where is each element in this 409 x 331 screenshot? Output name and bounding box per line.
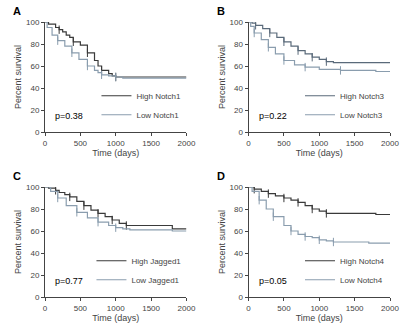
svg-text:2000: 2000 [381, 139, 399, 148]
svg-text:100: 100 [230, 183, 244, 192]
svg-text:20: 20 [234, 106, 243, 115]
svg-text:0: 0 [43, 304, 48, 313]
svg-text:500: 500 [74, 304, 88, 313]
svg-text:Percent survival: Percent survival [217, 210, 227, 274]
svg-text:40: 40 [30, 84, 39, 93]
svg-text:High Notch1: High Notch1 [136, 92, 181, 101]
svg-text:Time (days): Time (days) [92, 313, 139, 323]
svg-text:Low Notch4: Low Notch4 [340, 276, 383, 285]
svg-text:100: 100 [26, 183, 40, 192]
svg-text:Time (days): Time (days) [296, 313, 343, 323]
svg-text:Percent survival: Percent survival [217, 45, 227, 109]
svg-text:Low Jagged1: Low Jagged1 [131, 276, 179, 285]
svg-text:Time (days): Time (days) [92, 148, 139, 158]
svg-text:1500: 1500 [346, 139, 364, 148]
svg-text:0: 0 [35, 293, 40, 302]
svg-text:80: 80 [30, 205, 39, 214]
svg-text:1000: 1000 [107, 304, 125, 313]
svg-text:40: 40 [234, 249, 243, 258]
svg-text:20: 20 [30, 271, 39, 280]
svg-text:20: 20 [30, 106, 39, 115]
svg-text:2000: 2000 [178, 304, 196, 313]
svg-text:80: 80 [234, 40, 243, 49]
svg-text:500: 500 [277, 139, 291, 148]
svg-text:Low Notch1: Low Notch1 [136, 111, 179, 120]
svg-text:p=0.38: p=0.38 [55, 111, 83, 121]
svg-text:D: D [217, 170, 225, 182]
svg-text:Low Notch3: Low Notch3 [340, 111, 383, 120]
svg-text:60: 60 [30, 227, 39, 236]
svg-text:p=0.05: p=0.05 [259, 276, 287, 286]
svg-text:0: 0 [238, 128, 243, 137]
svg-text:100: 100 [230, 18, 244, 27]
svg-text:1000: 1000 [310, 139, 328, 148]
svg-text:1500: 1500 [142, 304, 160, 313]
svg-text:2000: 2000 [178, 139, 196, 148]
svg-text:Percent survival: Percent survival [13, 210, 23, 274]
svg-text:High Jagged1: High Jagged1 [131, 257, 181, 266]
svg-text:500: 500 [277, 304, 291, 313]
svg-text:60: 60 [234, 227, 243, 236]
svg-text:40: 40 [234, 84, 243, 93]
svg-text:0: 0 [43, 139, 48, 148]
svg-text:Time (days): Time (days) [296, 148, 343, 158]
svg-text:60: 60 [30, 62, 39, 71]
svg-text:0: 0 [35, 128, 40, 137]
svg-text:High Notch3: High Notch3 [340, 92, 385, 101]
svg-text:500: 500 [74, 139, 88, 148]
svg-text:C: C [13, 170, 21, 182]
svg-text:60: 60 [234, 62, 243, 71]
svg-text:1500: 1500 [142, 139, 160, 148]
svg-text:0: 0 [246, 139, 251, 148]
svg-text:High Notch4: High Notch4 [340, 257, 385, 266]
svg-text:1500: 1500 [346, 304, 364, 313]
svg-text:A: A [13, 5, 21, 17]
svg-text:Percent survival: Percent survival [13, 45, 23, 109]
svg-text:80: 80 [234, 205, 243, 214]
svg-text:p=0.77: p=0.77 [55, 276, 83, 286]
svg-text:B: B [217, 5, 225, 17]
svg-text:1000: 1000 [310, 304, 328, 313]
svg-text:2000: 2000 [381, 304, 399, 313]
svg-text:80: 80 [30, 40, 39, 49]
svg-text:40: 40 [30, 249, 39, 258]
svg-text:1000: 1000 [107, 139, 125, 148]
svg-text:p=0.22: p=0.22 [259, 111, 287, 121]
svg-text:100: 100 [26, 18, 40, 27]
svg-text:0: 0 [238, 293, 243, 302]
svg-text:20: 20 [234, 271, 243, 280]
svg-text:0: 0 [246, 304, 251, 313]
